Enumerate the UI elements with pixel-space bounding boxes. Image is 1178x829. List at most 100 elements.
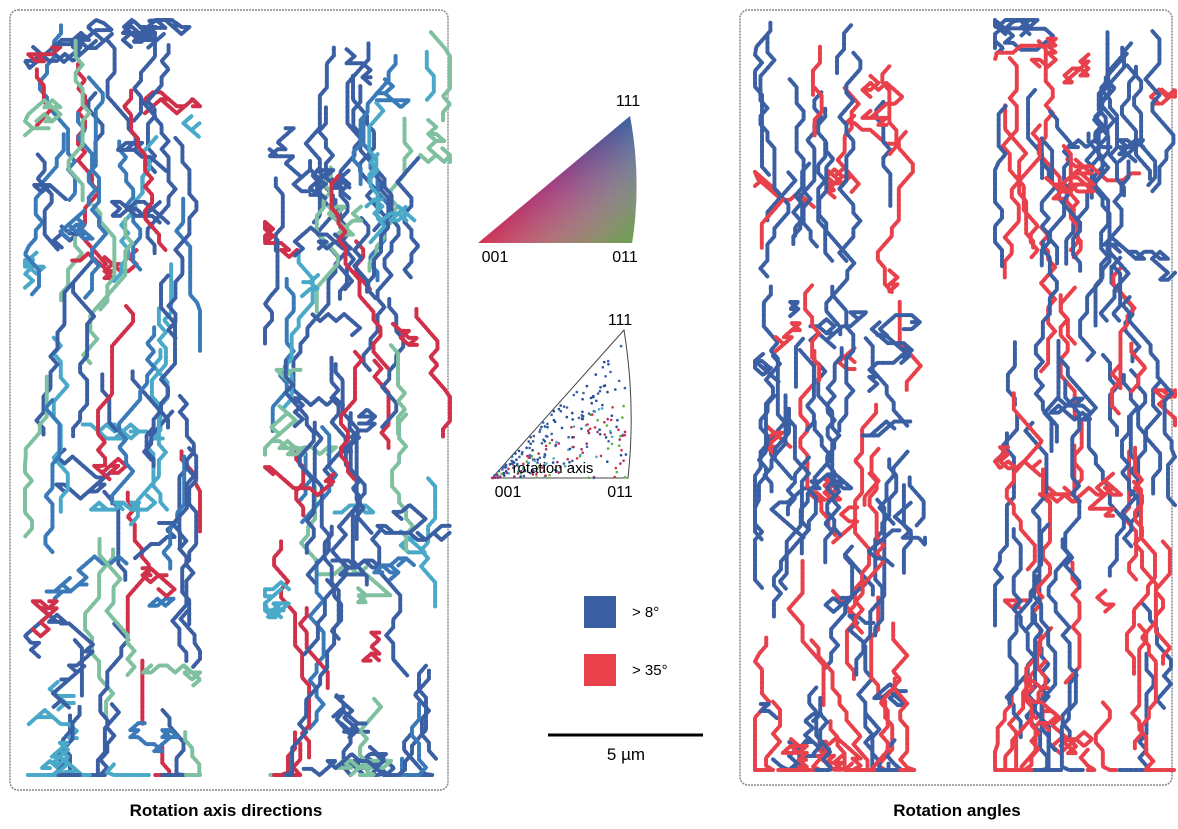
scatter-dot bbox=[590, 397, 593, 400]
scatter-dot bbox=[625, 453, 628, 456]
boundary-segment bbox=[265, 240, 277, 344]
scatter-dot bbox=[550, 433, 553, 436]
scatter-dot bbox=[624, 434, 627, 437]
scatter-dot bbox=[573, 425, 576, 428]
boundary-segment bbox=[25, 100, 60, 135]
scatter-dot bbox=[571, 436, 574, 439]
boundary-segment bbox=[789, 561, 824, 705]
scatter-dot bbox=[586, 385, 589, 388]
scatter-dot bbox=[544, 425, 547, 428]
scatter-dot bbox=[563, 405, 566, 408]
scatter-dot bbox=[493, 476, 496, 479]
scatter-dot bbox=[567, 436, 570, 439]
scatter-dot bbox=[499, 475, 502, 478]
scatter-dot bbox=[581, 414, 584, 417]
scatter-dot bbox=[607, 440, 610, 443]
corner-label: 011 bbox=[607, 484, 633, 501]
boundary-segment bbox=[149, 599, 173, 606]
boundary-segment bbox=[45, 400, 59, 552]
scatter-dot bbox=[617, 428, 620, 431]
scatter-dot bbox=[551, 439, 554, 442]
boundary-segment bbox=[143, 568, 175, 596]
boundary-segment bbox=[416, 309, 450, 437]
scatter-dot bbox=[572, 446, 575, 449]
boundary-segment bbox=[420, 120, 450, 162]
scatter-dot bbox=[582, 392, 585, 395]
scatter-dot bbox=[606, 391, 609, 394]
scatter-dot bbox=[604, 384, 607, 387]
scatter-dot bbox=[527, 456, 530, 459]
scatter-dot bbox=[590, 402, 593, 405]
scatter-dot bbox=[619, 462, 622, 465]
boundary-segment bbox=[286, 361, 314, 553]
scatter-dot bbox=[503, 474, 506, 477]
boundary-segment bbox=[75, 640, 82, 696]
scatter-dot bbox=[569, 448, 572, 451]
legend-swatch bbox=[584, 654, 616, 686]
scatter-dot bbox=[624, 387, 627, 390]
key-triangle-shade bbox=[478, 116, 637, 243]
scatter-dot bbox=[616, 419, 619, 422]
scatter-dot bbox=[545, 435, 548, 438]
scatter-dot bbox=[514, 452, 517, 455]
scatter-dot bbox=[541, 442, 544, 445]
scatter-dot bbox=[558, 442, 561, 445]
scatter-dot bbox=[620, 345, 623, 348]
scatter-dot bbox=[509, 463, 512, 466]
scatter-dot bbox=[595, 400, 598, 403]
scatter-dot bbox=[607, 447, 610, 450]
scatter-dot bbox=[603, 361, 606, 364]
scatter-dot bbox=[529, 454, 532, 457]
scatter-dot bbox=[505, 465, 508, 468]
scatter-dot bbox=[498, 470, 501, 473]
scatter-dot bbox=[615, 426, 618, 429]
corner-label: 111 bbox=[616, 93, 640, 110]
scatter-dot bbox=[621, 416, 624, 419]
boundary-segment bbox=[790, 302, 798, 316]
scatter-dot bbox=[601, 407, 604, 410]
scatter-dot bbox=[620, 449, 623, 452]
scatter-dot bbox=[540, 426, 543, 429]
boundary-segment bbox=[91, 496, 155, 510]
scatter-dot bbox=[594, 410, 597, 413]
scatter-dot bbox=[542, 421, 545, 424]
scatter-dot bbox=[525, 447, 528, 450]
boundary-segment bbox=[73, 284, 94, 436]
scatter-dot bbox=[606, 460, 609, 463]
scatter-dot bbox=[599, 390, 602, 393]
boundary-segment bbox=[375, 361, 389, 449]
scatter-dot bbox=[511, 455, 514, 458]
scatter-dot bbox=[566, 416, 569, 419]
boundary-segment bbox=[274, 541, 309, 757]
scatter-dot bbox=[609, 430, 612, 433]
boundary-segment bbox=[796, 339, 803, 387]
boundary-segment bbox=[904, 485, 911, 573]
legend-label: > 35° bbox=[632, 662, 668, 679]
scatter-dot bbox=[518, 456, 521, 459]
scatter-dot bbox=[555, 441, 558, 444]
scatter-dot bbox=[611, 406, 614, 409]
scatter-dot bbox=[507, 468, 510, 471]
scatter-dot bbox=[598, 428, 601, 431]
boundary-segment bbox=[112, 327, 154, 503]
scatter-dot bbox=[546, 423, 549, 426]
scatter-dot bbox=[595, 456, 598, 459]
scatter-dot bbox=[603, 421, 606, 424]
scatter-dot bbox=[613, 476, 616, 479]
scatter-dot bbox=[607, 360, 610, 363]
scatter-dot bbox=[605, 436, 608, 439]
scatter-dot bbox=[500, 473, 503, 476]
scatter-dot bbox=[600, 455, 603, 458]
boundary-segment bbox=[427, 52, 434, 100]
boundary-segment bbox=[1007, 393, 1042, 569]
scatter-dot bbox=[606, 424, 609, 427]
scatter-dot bbox=[532, 440, 535, 443]
scatter-dot bbox=[544, 440, 547, 443]
boundary-segment bbox=[1097, 591, 1113, 612]
boundary-segment bbox=[1064, 55, 1088, 83]
triangle-caption: rotation axis bbox=[513, 460, 594, 477]
scatter-dot bbox=[599, 433, 602, 436]
scatter-dot bbox=[493, 474, 496, 477]
scatter-dot bbox=[560, 410, 563, 413]
scatter-dot bbox=[528, 447, 531, 450]
